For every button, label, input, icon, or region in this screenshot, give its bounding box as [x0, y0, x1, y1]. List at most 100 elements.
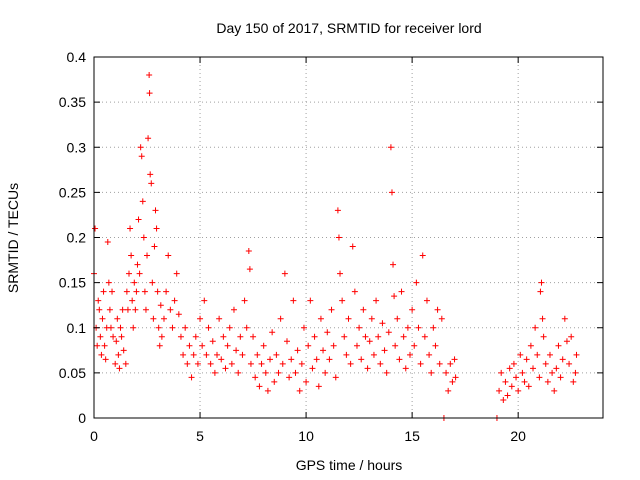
data-point — [525, 383, 532, 390]
data-point — [160, 315, 167, 322]
data-point — [428, 369, 435, 376]
data-point — [224, 342, 231, 349]
data-point — [417, 360, 424, 367]
data-point — [337, 270, 344, 277]
data-point — [216, 315, 223, 322]
data-point — [148, 180, 155, 187]
data-point — [239, 351, 246, 358]
data-point — [260, 342, 267, 349]
data-point — [100, 288, 107, 295]
data-point — [186, 342, 193, 349]
data-point — [281, 270, 288, 277]
axis-ticks: 0 0.05 0.1 0.15 0.2 0.25 0.3 0.35 0.4 0 5 10 15 20 — [59, 49, 603, 444]
data-point — [496, 387, 503, 394]
data-point — [300, 324, 307, 331]
data-point — [110, 333, 117, 340]
data-point — [322, 369, 329, 376]
data-point — [364, 365, 371, 372]
data-point — [288, 356, 295, 363]
data-point — [537, 288, 544, 295]
data-point — [517, 351, 524, 358]
data-point — [135, 216, 142, 223]
data-point — [345, 315, 352, 322]
data-point — [502, 378, 509, 385]
data-point — [504, 392, 511, 399]
data-point — [328, 306, 335, 313]
y-tick-label: 0.4 — [67, 49, 87, 65]
data-point — [192, 333, 199, 340]
data-point — [555, 342, 562, 349]
data-point — [277, 315, 284, 322]
data-point — [152, 207, 159, 214]
data-point — [436, 360, 443, 367]
data-point — [222, 365, 229, 372]
data-point — [530, 365, 537, 372]
data-point — [273, 351, 280, 358]
data-point — [106, 306, 113, 313]
data-point — [368, 315, 375, 322]
x-axis-label: GPS time / hours — [296, 457, 403, 473]
data-point — [568, 333, 575, 340]
data-point — [292, 369, 299, 376]
data-point — [557, 374, 564, 381]
data-point — [141, 288, 148, 295]
data-point — [534, 351, 541, 358]
data-point — [283, 338, 290, 345]
data-point — [563, 338, 570, 345]
y-tick-label: 0.3 — [67, 139, 87, 155]
data-point — [119, 306, 126, 313]
data-point — [138, 153, 145, 160]
data-point — [104, 239, 111, 246]
data-point — [320, 347, 327, 354]
data-point — [523, 356, 530, 363]
data-point — [211, 369, 218, 376]
data-point — [553, 365, 560, 372]
data-point — [131, 279, 138, 286]
data-point — [112, 360, 119, 367]
data-point — [383, 369, 390, 376]
data-point — [500, 396, 507, 403]
grid — [94, 57, 603, 418]
data-point — [538, 279, 545, 286]
data-point — [445, 387, 452, 394]
data-point — [532, 324, 539, 331]
data-point — [443, 369, 450, 376]
data-point — [434, 306, 441, 313]
data-point — [125, 270, 132, 277]
data-point — [334, 207, 341, 214]
data-point — [203, 351, 210, 358]
data-point — [426, 351, 433, 358]
data-point — [142, 306, 149, 313]
data-point — [130, 324, 137, 331]
data-point — [573, 351, 580, 358]
data-point — [396, 356, 403, 363]
x-tick-label: 0 — [90, 428, 98, 444]
data-point — [137, 144, 144, 151]
data-point — [549, 369, 556, 376]
data-point — [290, 297, 297, 304]
data-point — [188, 374, 195, 381]
data-point — [419, 252, 426, 259]
chart-title: Day 150 of 2017, SRMTID for receiver lor… — [216, 20, 481, 36]
data-point — [167, 306, 174, 313]
data-point — [572, 369, 579, 376]
data-point — [296, 387, 303, 394]
data-point — [430, 324, 437, 331]
data-point — [201, 297, 208, 304]
data-point — [182, 324, 189, 331]
data-point — [241, 297, 248, 304]
data-point — [404, 324, 411, 331]
data-point — [515, 387, 522, 394]
data-point — [94, 342, 101, 349]
y-tick-label: 0.35 — [59, 94, 86, 110]
data-point — [254, 351, 261, 358]
y-tick-label: 0 — [78, 410, 86, 426]
data-point — [205, 324, 212, 331]
data-point — [307, 297, 314, 304]
data-point — [256, 383, 263, 390]
data-point — [390, 261, 397, 268]
data-point — [237, 333, 244, 340]
data-point — [559, 356, 566, 363]
data-point — [105, 279, 112, 286]
data-point — [132, 306, 139, 313]
